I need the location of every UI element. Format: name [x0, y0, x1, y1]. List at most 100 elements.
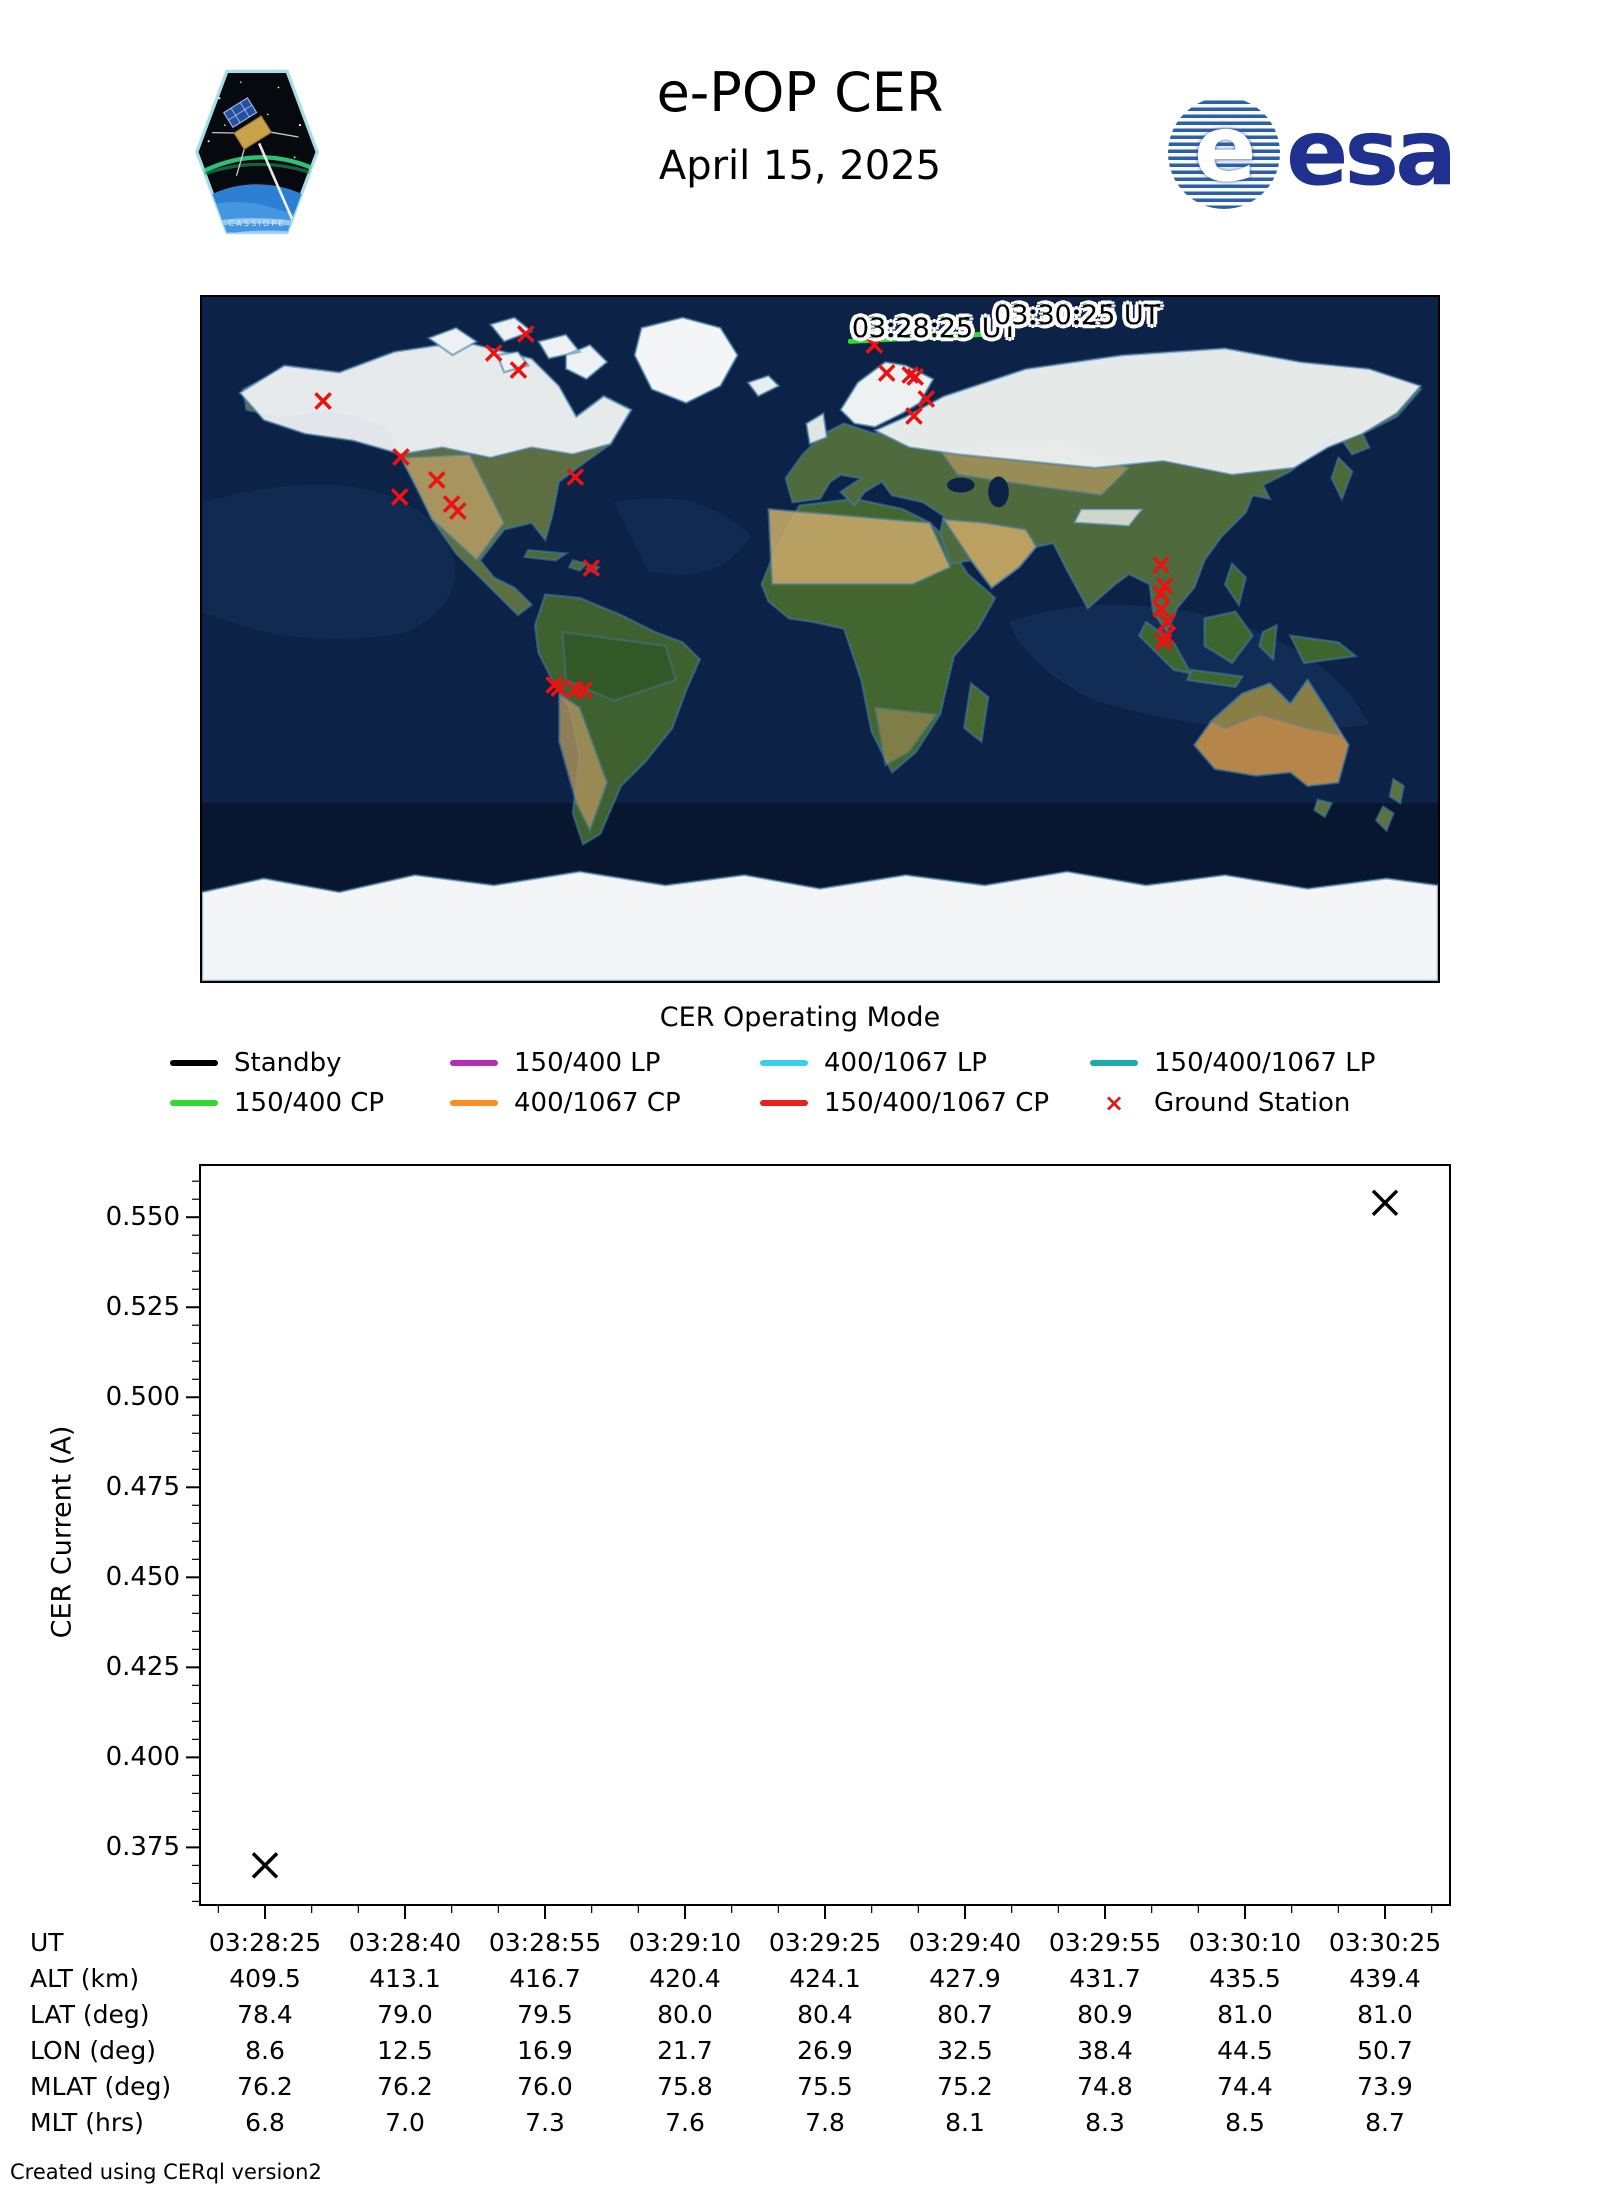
legend-label: Ground Station — [1154, 1088, 1351, 1118]
legend-line-swatch — [760, 1100, 808, 1106]
footer-credit: Created using CERql version2 — [10, 2160, 322, 2184]
plot-frame — [199, 1164, 1451, 1906]
table-cell: 50.7 — [1357, 2035, 1413, 2065]
legend-label: 400/1067 LP — [824, 1048, 987, 1078]
legend-row: 150/400 CP 400/1067 CP 150/400/1067 CP × Gro… — [170, 1088, 1430, 1118]
table-cell: 76.0 — [517, 2071, 573, 2101]
table-row-label: LAT (deg) — [30, 1999, 150, 2029]
table-cell: 431.7 — [1069, 1963, 1141, 1993]
ground-station-marker: × — [424, 462, 450, 498]
y-tick-label: 0.375 — [105, 1832, 180, 1863]
table-cell: 21.7 — [657, 2035, 713, 2065]
ground-station-marker: × — [897, 357, 923, 393]
ground-station-marker: × — [1152, 568, 1178, 604]
y-tick-label: 0.400 — [105, 1742, 180, 1773]
table-cell: 03:29:25 — [768, 1927, 882, 1957]
ground-station-marker: × — [1148, 591, 1174, 627]
operating-mode-legend: Standby 150/400 LP 400/1067 LP 150/400/1067… — [0, 1048, 1600, 1118]
ground-station-marker: × — [1148, 547, 1174, 583]
table-cell: 03:29:10 — [628, 1927, 742, 1957]
legend-line-swatch — [450, 1100, 498, 1106]
legend-item: Standby — [170, 1048, 420, 1078]
cassiope-mission-patch: CASSIOPE — [195, 69, 319, 235]
legend-item: 150/400/1067 CP — [760, 1088, 1060, 1118]
table-cell: 439.4 — [1349, 1963, 1421, 1993]
legend-line-swatch — [1090, 1060, 1138, 1066]
ground-station-marker: × — [1154, 604, 1180, 640]
table-cell: 76.2 — [377, 2071, 433, 2101]
table-cell: 8.1 — [945, 2107, 985, 2137]
table-cell: 80.9 — [1077, 1999, 1133, 2029]
ground-station-marker: × — [913, 381, 939, 417]
legend-item: 400/1067 LP — [760, 1048, 1060, 1078]
legend-item: × Ground Station — [1090, 1088, 1430, 1118]
table-cell: 03:28:55 — [488, 1927, 602, 1957]
table-cell: 75.8 — [657, 2071, 713, 2101]
y-tick-label: 0.475 — [105, 1472, 180, 1503]
esa-wordmark: esa — [1286, 99, 1457, 206]
y-tick-label: 0.525 — [105, 1292, 180, 1323]
ground-station-marker: × — [513, 316, 539, 352]
table-cell: 6.8 — [245, 2107, 285, 2137]
cer-current-plot — [186, 1164, 1451, 1919]
patch-mission-name: CASSIOPE — [228, 219, 285, 228]
table-cell: 435.5 — [1209, 1963, 1281, 1993]
legend-item: 150/400/1067 LP — [1090, 1048, 1430, 1078]
table-row-label: MLT (hrs) — [30, 2107, 144, 2137]
table-cell: 03:30:10 — [1188, 1927, 1302, 1957]
world-map: × × × × × × × × × × × × × × × × × × × × × × × × × × × × 03:28:25 UT… — [200, 295, 1440, 983]
legend-label: 150/400/1067 CP — [824, 1088, 1050, 1118]
table-cell: 73.9 — [1357, 2071, 1413, 2101]
ground-station-marker: × — [388, 439, 414, 475]
table-cell: 44.5 — [1217, 2035, 1273, 2065]
ground-station-marker: × — [861, 326, 887, 362]
table-row: LON (deg) 8.6 12.5 16.9 21.7 26.9 32.5 38.4 44.5… — [30, 2032, 1455, 2068]
legend-row: Standby 150/400 LP 400/1067 LP 150/400/1067… — [170, 1048, 1430, 1078]
table-cell: 409.5 — [229, 1963, 301, 1993]
table-cell: 12.5 — [377, 2035, 433, 2065]
table-cell: 8.5 — [1225, 2107, 1265, 2137]
table-cell: 8.3 — [1085, 2107, 1125, 2137]
ground-station-marker: × — [445, 493, 471, 529]
table-cell: 03:29:55 — [1048, 1927, 1162, 1957]
pass-end-timestamp: 03:30:25 UT — [994, 300, 1161, 332]
data-point-x-marker — [1371, 1189, 1399, 1217]
table-cell: 79.0 — [377, 1999, 433, 2029]
table-cell: 74.4 — [1217, 2071, 1273, 2101]
ground-station-marker: × — [546, 670, 572, 706]
y-tick-label: 0.500 — [105, 1382, 180, 1413]
table-cell: 427.9 — [929, 1963, 1001, 1993]
ground-station-marker: × — [901, 398, 927, 434]
table-row-label: LON (deg) — [30, 2035, 156, 2065]
table-row: ALT (km) 409.5 413.1 416.7 420.4 424.1 427.9 43… — [30, 1960, 1455, 1996]
ground-station-marker: × — [1148, 576, 1174, 612]
satellite-illustration — [212, 97, 299, 176]
legend-item: 150/400 CP — [170, 1088, 420, 1118]
legend-label: 400/1067 CP — [514, 1088, 681, 1118]
data-point-x-marker — [251, 1852, 279, 1879]
esa-logo: e esa — [1168, 88, 1468, 218]
ground-station-marker: × — [387, 479, 413, 515]
aurora-arc — [197, 155, 316, 176]
ground-station-marker: × — [562, 672, 588, 708]
table-cell: 38.4 — [1077, 2035, 1133, 2065]
table-cell: 81.0 — [1357, 1999, 1413, 2029]
table-cell: 80.7 — [937, 1999, 993, 2029]
table-cell: 7.6 — [665, 2107, 705, 2137]
ground-station-x-icon: × — [1103, 1089, 1125, 1117]
map-overlay: × × × × × × × × × × × × × × × × × × × × × × × × × × × × 03:28:25 UT… — [202, 297, 1438, 981]
masthead: e-POP CER April 15, 2025 — [0, 60, 1600, 194]
world-map-basemap — [202, 297, 1438, 981]
ground-station-marker: × — [439, 486, 465, 522]
table-cell: 420.4 — [649, 1963, 721, 1993]
ground-station-marker: × — [481, 335, 507, 371]
ground-station-marker: × — [578, 549, 604, 585]
table-cell: 16.9 — [517, 2035, 573, 2065]
table-cell: 74.8 — [1077, 2071, 1133, 2101]
legend-label: 150/400 CP — [234, 1088, 385, 1118]
table-cell: 03:30:25 — [1328, 1927, 1442, 1957]
legend-line-swatch — [170, 1100, 218, 1106]
pass-start-timestamp: 03:28:25 UT — [851, 313, 1018, 345]
ground-station-marker: × — [1153, 618, 1179, 654]
table-cell: 7.0 — [385, 2107, 425, 2137]
